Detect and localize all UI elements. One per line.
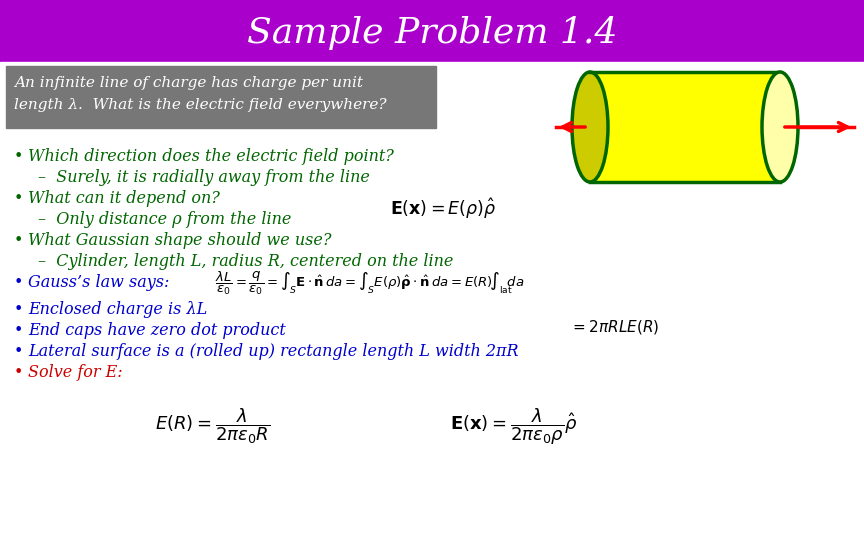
Bar — [0, 0, 864, 62]
Text: •: • — [14, 148, 23, 165]
Text: •: • — [14, 232, 23, 249]
Text: Which direction does the electric field point?: Which direction does the electric field … — [28, 148, 394, 165]
Text: Lateral surface is a (rolled up) rectangle length L width 2πR: Lateral surface is a (rolled up) rectang… — [28, 343, 518, 360]
Text: •: • — [14, 190, 23, 207]
Text: –  Only distance ρ from the line: – Only distance ρ from the line — [38, 211, 291, 228]
Text: Solve for E:: Solve for E: — [28, 364, 123, 381]
Text: length λ.  What is the electric field everywhere?: length λ. What is the electric field eve… — [14, 98, 386, 112]
Text: •: • — [14, 343, 23, 360]
Ellipse shape — [762, 72, 798, 182]
Text: Enclosed charge is λL: Enclosed charge is λL — [28, 301, 207, 318]
Text: –  Cylinder, length L, radius R, centered on the line: – Cylinder, length L, radius R, centered… — [38, 253, 454, 270]
Text: $= 2\pi RLE(R)$: $= 2\pi RLE(R)$ — [570, 318, 659, 336]
Text: $\mathbf{E}(\mathbf{x})=\dfrac{\lambda}{2\pi\varepsilon_0\rho}\hat{\rho}$: $\mathbf{E}(\mathbf{x})=\dfrac{\lambda}{… — [450, 406, 577, 447]
Bar — [6, 66, 436, 128]
Text: •: • — [14, 364, 23, 381]
Text: $\dfrac{\lambda L}{\varepsilon_0} = \dfrac{q}{\varepsilon_0} = \int_S \mathbf{E}: $\dfrac{\lambda L}{\varepsilon_0} = \dfr… — [215, 270, 524, 297]
Text: What Gaussian shape should we use?: What Gaussian shape should we use? — [28, 232, 332, 249]
Text: An infinite line of charge has charge per unit: An infinite line of charge has charge pe… — [14, 76, 363, 90]
Bar — [590, 72, 780, 182]
Ellipse shape — [572, 72, 608, 182]
Text: Sample Problem 1.4: Sample Problem 1.4 — [247, 16, 617, 50]
Text: •: • — [14, 301, 23, 318]
Text: Gauss’s law says:: Gauss’s law says: — [28, 274, 169, 291]
Text: $\mathbf{E}(\mathbf{x})= E(\rho)\hat{\rho}$: $\mathbf{E}(\mathbf{x})= E(\rho)\hat{\rh… — [390, 197, 497, 221]
Bar — [0, 62, 864, 540]
Text: •: • — [14, 322, 23, 339]
Text: $E(R)=\dfrac{\lambda}{2\pi\varepsilon_0 R}$: $E(R)=\dfrac{\lambda}{2\pi\varepsilon_0 … — [155, 406, 270, 445]
Text: –  Surely, it is radially away from the line: – Surely, it is radially away from the l… — [38, 169, 370, 186]
Text: End caps have zero dot product: End caps have zero dot product — [28, 322, 286, 339]
Text: •: • — [14, 274, 23, 291]
Text: What can it depend on?: What can it depend on? — [28, 190, 219, 207]
